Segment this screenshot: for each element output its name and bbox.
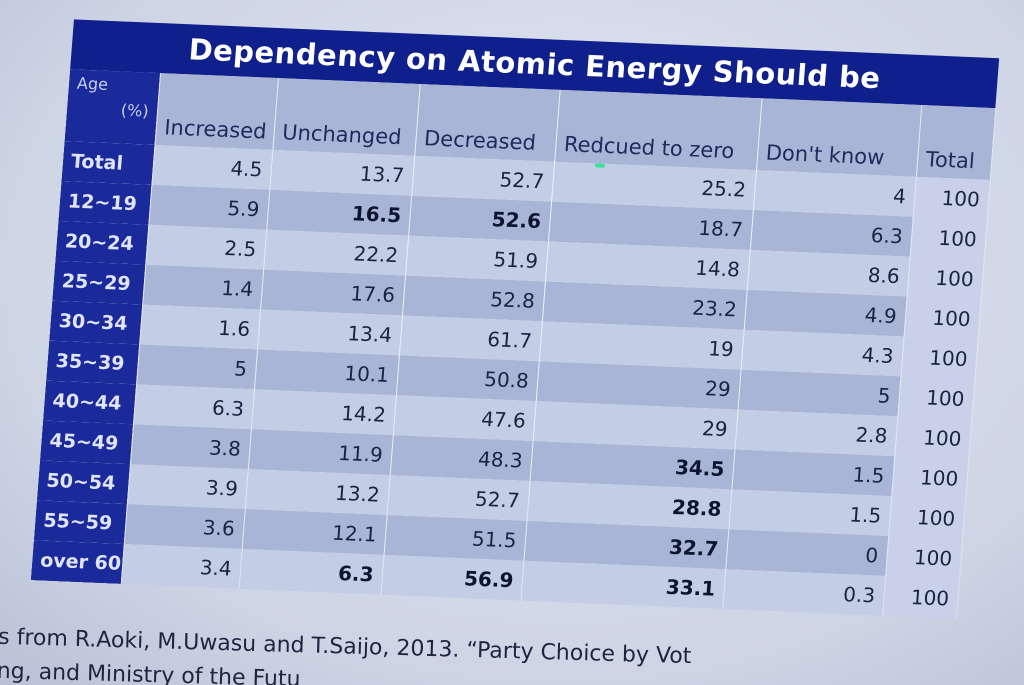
table-cell: 100 bbox=[906, 256, 984, 300]
table-cell: 100 bbox=[891, 456, 969, 500]
age-group-label: 40~44 bbox=[43, 380, 137, 425]
table-cell: 52.8 bbox=[402, 275, 545, 322]
table-cell: 52.7 bbox=[411, 155, 555, 202]
table-cell: 13.4 bbox=[257, 309, 403, 356]
table-cell: 6.3 bbox=[749, 210, 913, 257]
table-cell: 100 bbox=[894, 416, 972, 460]
table-cell: 13.7 bbox=[269, 149, 415, 196]
table-cell: 100 bbox=[900, 336, 978, 380]
table-cell: 4 bbox=[752, 170, 916, 217]
age-header-unit: (%) bbox=[120, 100, 150, 121]
age-group-label: Total bbox=[61, 141, 155, 185]
age-group-label: 50~54 bbox=[36, 460, 130, 505]
column-header-unchanged: Unchanged bbox=[272, 78, 420, 156]
table-cell: 100 bbox=[897, 376, 975, 420]
table-cell: 3.4 bbox=[120, 543, 242, 589]
table-cell: 5 bbox=[136, 344, 258, 390]
source-citation: ults from R.Aoki, M.Uwasu and T.Saijo, 2… bbox=[0, 620, 970, 685]
table-cell: 17.6 bbox=[260, 269, 406, 316]
table-cell: 33.1 bbox=[520, 560, 726, 610]
table-cell: 100 bbox=[903, 296, 981, 340]
table-cell: 3.6 bbox=[123, 504, 245, 549]
column-header-dont-know: Don't know bbox=[755, 98, 922, 177]
age-group-label: 12~19 bbox=[58, 181, 152, 225]
table-cell: 52.7 bbox=[386, 475, 530, 521]
table-cell: 4.3 bbox=[740, 329, 904, 377]
table-cell: 5 bbox=[737, 369, 901, 417]
table-cell: 51.9 bbox=[405, 235, 549, 282]
table-cell: 2.8 bbox=[734, 409, 898, 457]
pointer-dot bbox=[594, 163, 606, 168]
table-cell: 5.9 bbox=[148, 184, 270, 230]
age-header-label: Age bbox=[76, 73, 109, 94]
table-cell: 50.8 bbox=[395, 355, 539, 402]
column-header-increased: Increased bbox=[154, 73, 278, 150]
table-cell: 48.3 bbox=[389, 435, 533, 481]
table-cell: 3.8 bbox=[129, 424, 251, 470]
age-group-label: 35~39 bbox=[46, 340, 140, 385]
age-group-label: 30~34 bbox=[49, 300, 143, 345]
table-cell: 52.6 bbox=[408, 195, 552, 242]
table-cell: 61.7 bbox=[398, 315, 542, 362]
column-header-decreased: Decreased bbox=[414, 83, 560, 162]
table-cell: 22.2 bbox=[263, 229, 409, 276]
table-cell: 16.5 bbox=[266, 189, 412, 236]
table-cell: 1.5 bbox=[728, 489, 892, 536]
slide: Dependency on Atomic Energy Should be Ag… bbox=[0, 18, 1000, 619]
table-cell: 6.3 bbox=[238, 548, 384, 595]
age-group-label: 45~49 bbox=[40, 420, 134, 465]
table-cell: 12.1 bbox=[241, 509, 387, 555]
table-cell: 100 bbox=[909, 216, 987, 260]
table-cell: 4.5 bbox=[151, 144, 273, 190]
column-header-reduced-to-zero: Redcued to zero bbox=[554, 89, 762, 171]
table-cell: 100 bbox=[888, 496, 966, 540]
age-group-label: 55~59 bbox=[33, 500, 127, 544]
table-cell: 11.9 bbox=[247, 429, 393, 476]
table-cell: 56.9 bbox=[380, 554, 524, 601]
table-cell: 0.3 bbox=[722, 569, 886, 616]
table-cell: 10.1 bbox=[253, 349, 399, 396]
table-cell: 47.6 bbox=[392, 395, 536, 442]
table-cell: 4.9 bbox=[743, 289, 907, 337]
age-group-label: 25~29 bbox=[52, 260, 146, 305]
table-cell: 1.4 bbox=[142, 264, 264, 310]
table-cell: 100 bbox=[885, 535, 963, 579]
table-cell: 3.9 bbox=[126, 464, 248, 510]
table-cell: 13.2 bbox=[244, 469, 390, 515]
age-group-label: 20~24 bbox=[55, 220, 149, 265]
table-cell: 51.5 bbox=[383, 514, 527, 561]
table-cell: 1.6 bbox=[139, 304, 261, 350]
column-header-total: Total bbox=[915, 104, 996, 180]
age-header: Age (%) bbox=[64, 69, 161, 145]
table-cell: 100 bbox=[912, 176, 990, 220]
table-cell: 100 bbox=[882, 575, 960, 619]
age-group-label: over 60 bbox=[30, 540, 124, 584]
data-table: Age (%) Increased Unchanged Decreased Re… bbox=[30, 69, 996, 619]
table-cell: 1.5 bbox=[731, 449, 895, 497]
table-cell: 8.6 bbox=[746, 249, 910, 297]
table-cell: 14.2 bbox=[250, 389, 396, 436]
table-cell: 0 bbox=[725, 529, 889, 576]
table-cell: 6.3 bbox=[133, 384, 254, 430]
table-cell: 2.5 bbox=[145, 224, 267, 270]
table-body: Total 4.5 13.7 52.7 25.2 4 100 12~19 5.9 16.5 52.6… bbox=[30, 141, 990, 619]
